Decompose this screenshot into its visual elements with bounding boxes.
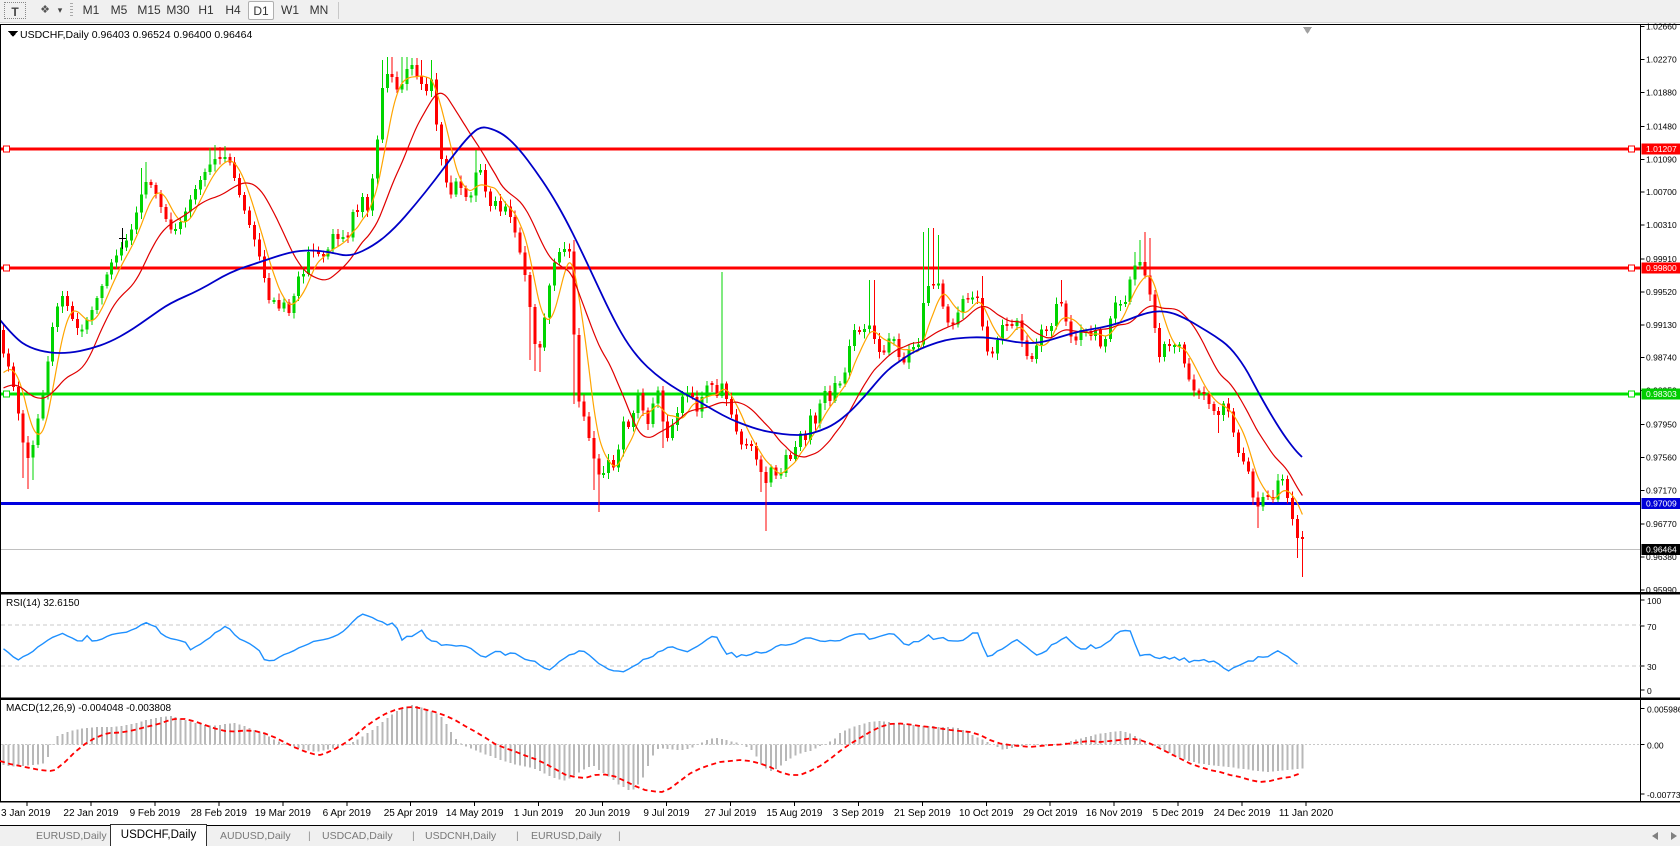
svg-text:1 Jun 2019: 1 Jun 2019 — [514, 808, 564, 819]
svg-text:0.96380: 0.96380 — [1646, 552, 1677, 562]
svg-text:1.02660: 1.02660 — [1646, 22, 1677, 32]
svg-text:20 Jun 2019: 20 Jun 2019 — [575, 808, 630, 819]
svg-text:1.01207: 1.01207 — [1646, 144, 1677, 154]
svg-text:1.02270: 1.02270 — [1646, 55, 1677, 65]
svg-text:0.97560: 0.97560 — [1646, 452, 1677, 462]
svg-text:MACD(12,26,9) -0.004048 -0.003: MACD(12,26,9) -0.004048 -0.003808 — [6, 703, 172, 714]
svg-text:0.97950: 0.97950 — [1646, 419, 1677, 429]
svg-text:USDCHF,Daily 0.96403 0.96524: USDCHF,Daily 0.96403 0.96524 0.96400 0.9… — [20, 29, 252, 41]
svg-text:0.99910: 0.99910 — [1646, 254, 1677, 264]
svg-text:1.01880: 1.01880 — [1646, 88, 1677, 98]
svg-text:3 Jan 2019: 3 Jan 2019 — [1, 808, 51, 819]
svg-text:0: 0 — [1647, 686, 1652, 696]
svg-text:0.005986: 0.005986 — [1647, 705, 1680, 715]
svg-text:9 Jul 2019: 9 Jul 2019 — [643, 808, 690, 819]
svg-text:3 Sep 2019: 3 Sep 2019 — [833, 808, 885, 819]
svg-text:30: 30 — [1647, 662, 1657, 672]
svg-text:19 Mar 2019: 19 Mar 2019 — [255, 808, 312, 819]
svg-text:0.96464: 0.96464 — [1646, 545, 1677, 555]
svg-text:9 Feb 2019: 9 Feb 2019 — [130, 808, 181, 819]
svg-text:70: 70 — [1647, 622, 1657, 632]
svg-text:1.01090: 1.01090 — [1646, 154, 1677, 164]
svg-text:0.95990: 0.95990 — [1646, 585, 1677, 595]
svg-text:16 Nov 2019: 16 Nov 2019 — [1086, 808, 1143, 819]
svg-text:-0.007733: -0.007733 — [1647, 790, 1680, 800]
svg-text:1.00700: 1.00700 — [1646, 187, 1677, 197]
svg-text:0.97009: 0.97009 — [1646, 499, 1677, 509]
svg-text:0.99520: 0.99520 — [1646, 287, 1677, 297]
svg-text:11 Jan 2020: 11 Jan 2020 — [1279, 808, 1334, 819]
svg-text:0.96770: 0.96770 — [1646, 519, 1677, 529]
svg-text:10 Oct 2019: 10 Oct 2019 — [959, 808, 1014, 819]
svg-text:1.01480: 1.01480 — [1646, 121, 1677, 131]
svg-text:25 Apr 2019: 25 Apr 2019 — [384, 808, 438, 819]
svg-text:1.00310: 1.00310 — [1646, 220, 1677, 230]
svg-text:21 Sep 2019: 21 Sep 2019 — [894, 808, 951, 819]
svg-text:0.97170: 0.97170 — [1646, 485, 1677, 495]
svg-text:100: 100 — [1647, 596, 1661, 606]
svg-text:0.99130: 0.99130 — [1646, 320, 1677, 330]
svg-text:RSI(14) 32.6150: RSI(14) 32.6150 — [6, 598, 80, 609]
svg-text:0.98303: 0.98303 — [1646, 389, 1677, 399]
svg-text:24 Dec 2019: 24 Dec 2019 — [1214, 808, 1271, 819]
svg-text:6 Apr 2019: 6 Apr 2019 — [323, 808, 372, 819]
svg-text:29 Oct 2019: 29 Oct 2019 — [1023, 808, 1078, 819]
svg-text:14 May 2019: 14 May 2019 — [446, 808, 504, 819]
svg-text:5 Dec 2019: 5 Dec 2019 — [1153, 808, 1205, 819]
svg-text:0.00: 0.00 — [1647, 741, 1664, 751]
svg-text:15 Aug 2019: 15 Aug 2019 — [766, 808, 823, 819]
svg-text:27 Jul 2019: 27 Jul 2019 — [705, 808, 757, 819]
svg-text:22 Jan 2019: 22 Jan 2019 — [63, 808, 118, 819]
svg-text:0.99800: 0.99800 — [1646, 263, 1677, 273]
svg-text:0.98740: 0.98740 — [1646, 353, 1677, 363]
svg-text:28 Feb 2019: 28 Feb 2019 — [191, 808, 248, 819]
